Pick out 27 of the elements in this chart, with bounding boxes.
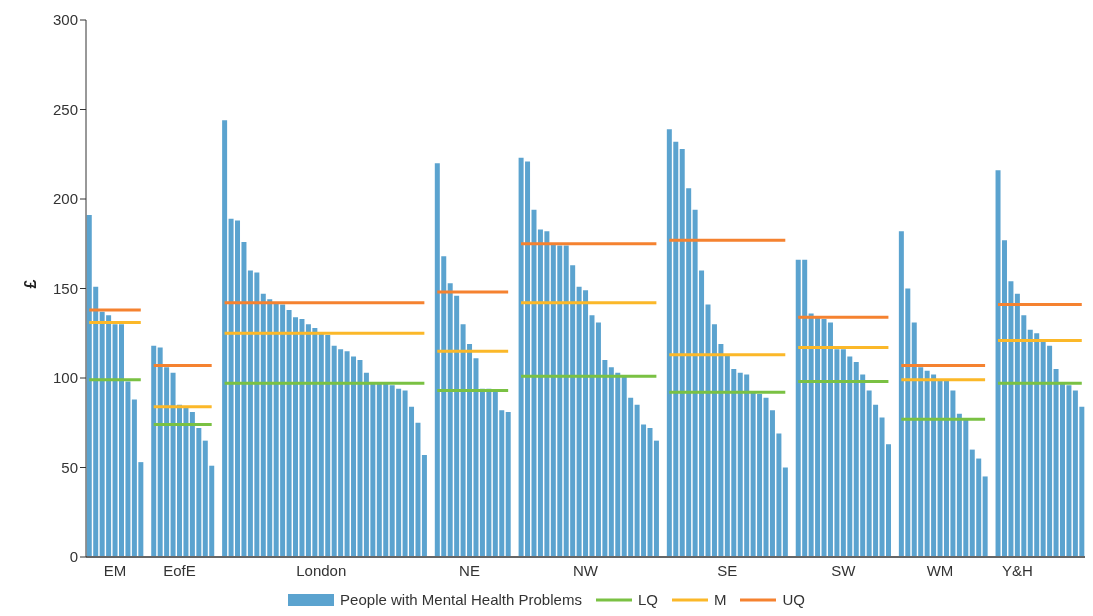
bar xyxy=(505,412,511,557)
bar xyxy=(782,467,788,557)
x-tick-label: NE xyxy=(459,561,480,579)
legend-label: M xyxy=(713,591,727,608)
y-tick-label: 300 xyxy=(52,11,78,29)
y-tick-label: 0 xyxy=(69,548,78,566)
legend-label: People with Mental Health Problems xyxy=(340,591,582,608)
x-tick-label: NW xyxy=(573,561,599,579)
y-tick-label: 150 xyxy=(52,279,78,297)
x-tick-label: London xyxy=(296,561,347,579)
x-tick-label: SE xyxy=(717,561,738,579)
y-axis-title: £ xyxy=(21,279,39,289)
bar xyxy=(151,345,157,557)
bar xyxy=(421,454,427,557)
x-tick-label: EofE xyxy=(163,561,196,579)
y-tick-label: 100 xyxy=(52,369,78,387)
x-tick-label: Y&H xyxy=(1001,561,1033,579)
bar xyxy=(982,476,988,557)
legend-label: LQ xyxy=(637,591,658,608)
legend-label: UQ xyxy=(782,591,805,608)
x-tick-label: WM xyxy=(926,561,954,579)
y-tick-label: 200 xyxy=(52,190,78,208)
x-tick-label: EM xyxy=(103,561,127,579)
bar xyxy=(222,120,228,557)
x-tick-label: SW xyxy=(831,561,857,579)
y-tick-label: 250 xyxy=(52,100,78,118)
y-tick-label: 50 xyxy=(61,458,78,476)
